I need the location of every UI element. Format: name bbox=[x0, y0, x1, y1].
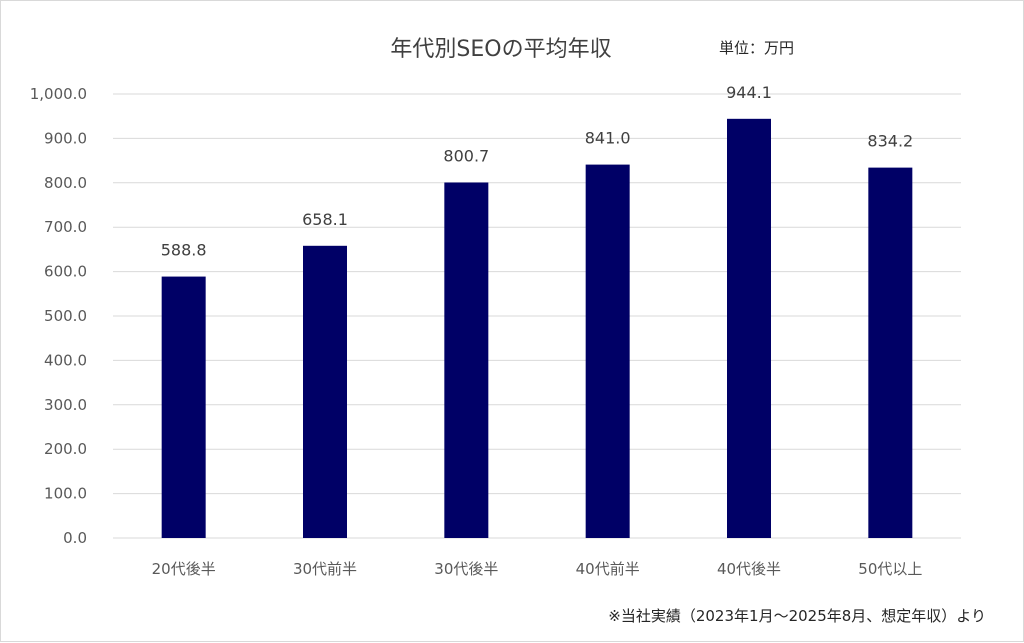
data-label-4: 841.0 bbox=[585, 129, 631, 148]
y-tick-label: 600.0 bbox=[44, 263, 87, 281]
bar-1 bbox=[161, 276, 206, 538]
category-label-6: 50代以上 bbox=[858, 560, 922, 578]
footnote: ※当社実績（2023年1月～2025年8月、想定年収）より bbox=[608, 607, 986, 625]
data-label-3: 800.7 bbox=[443, 146, 489, 165]
y-tick-label: 800.0 bbox=[44, 174, 87, 192]
y-tick-label: 700.0 bbox=[44, 218, 87, 236]
bar-5 bbox=[727, 118, 771, 538]
x-axis-categories: 20代後半 30代前半 30代後半 40代前半 40代後半 50代以上 bbox=[152, 560, 923, 578]
y-tick-label: 400.0 bbox=[44, 351, 87, 369]
category-label-1: 20代後半 bbox=[152, 560, 216, 578]
y-tick-label: 1,000.0 bbox=[30, 85, 87, 103]
category-label-5: 40代後半 bbox=[717, 560, 781, 578]
data-label-6: 834.2 bbox=[867, 132, 913, 151]
data-label-2: 658.1 bbox=[302, 210, 348, 229]
bar-6 bbox=[868, 167, 913, 538]
y-tick-label: 200.0 bbox=[44, 440, 87, 458]
data-label-1: 588.8 bbox=[161, 241, 207, 260]
category-label-3: 30代後半 bbox=[434, 560, 498, 578]
bar-4 bbox=[585, 164, 630, 538]
category-label-2: 30代前半 bbox=[293, 560, 357, 578]
y-tick-label: 0.0 bbox=[63, 529, 87, 547]
category-label-4: 40代前半 bbox=[576, 560, 640, 578]
gridlines bbox=[113, 93, 961, 539]
y-axis-ticks: 0.0 100.0 200.0 300.0 400.0 500.0 600.0 700.0 80… bbox=[30, 85, 87, 547]
bars bbox=[161, 118, 913, 539]
bar-3 bbox=[444, 182, 489, 538]
y-tick-label: 100.0 bbox=[44, 485, 87, 503]
bar-2 bbox=[303, 245, 347, 539]
unit-label: 単位：万円 bbox=[719, 39, 794, 57]
y-tick-label: 900.0 bbox=[44, 129, 87, 147]
y-tick-label: 500.0 bbox=[44, 307, 87, 325]
data-labels: 588.8 658.1 800.7 841.0 944.1 834.2 bbox=[161, 83, 913, 260]
data-label-5: 944.1 bbox=[726, 83, 772, 102]
y-tick-label: 300.0 bbox=[44, 396, 87, 414]
chart-title: 年代別SEOの平均年収 bbox=[390, 37, 611, 62]
